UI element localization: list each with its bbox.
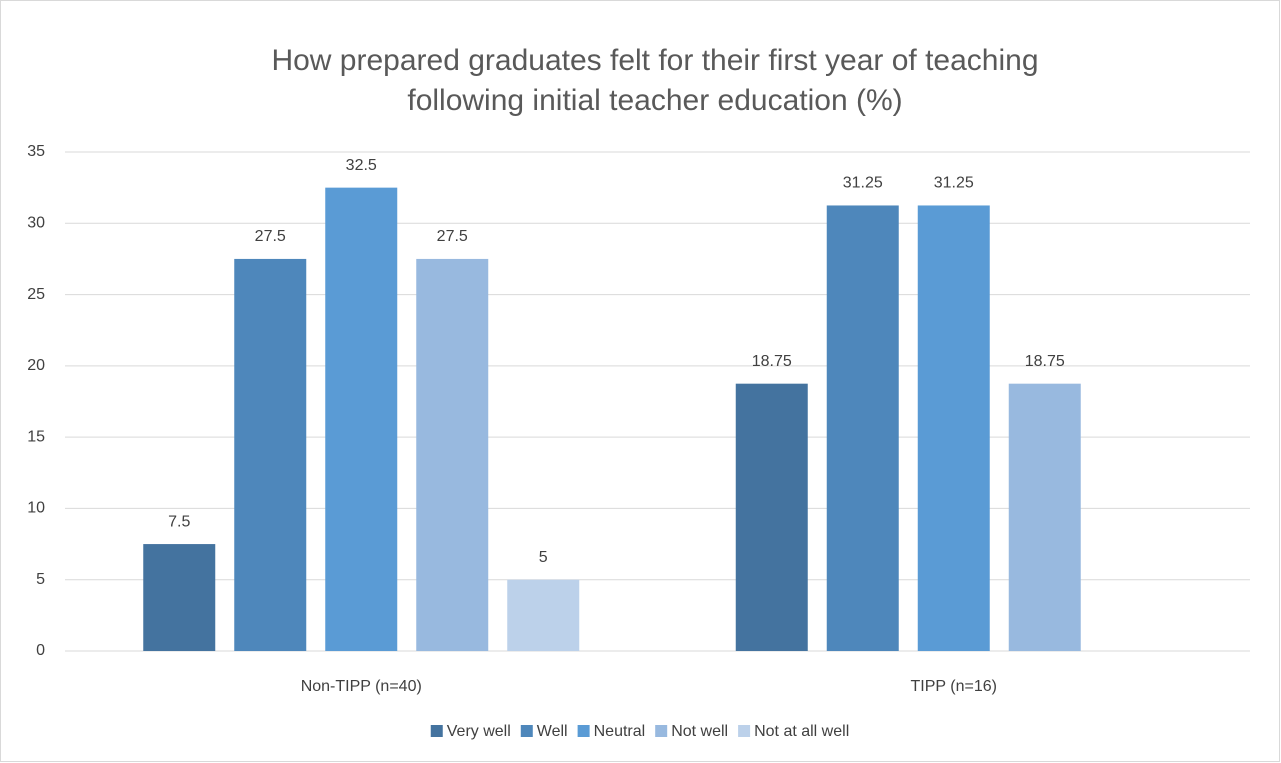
y-tick-label: 25 [27,286,45,303]
bar [917,205,990,651]
bar [826,205,899,651]
x-tick-label: TIPP (n=16) [911,678,997,695]
data-label: 27.5 [437,228,468,245]
legend-label: Not well [671,723,728,740]
bar [507,579,580,651]
y-tick-label: 20 [27,357,45,374]
legend-label: Very well [447,723,511,740]
legend-swatch [430,725,443,737]
bar [325,187,398,651]
data-label: 31.25 [934,175,974,192]
y-tick-label: 0 [36,642,45,659]
chart-title: How prepared graduates felt for their fi… [271,44,1038,77]
y-tick-label: 10 [27,500,45,517]
x-tick-label: Non-TIPP (n=40) [301,678,422,695]
y-tick-label: 5 [36,571,45,588]
legend-swatch [577,725,590,737]
data-label: 18.75 [1025,353,1065,370]
chart-title: following initial teacher education (%) [407,84,902,117]
data-label: 5 [539,549,548,566]
bar [735,383,808,651]
data-label: 7.5 [168,513,190,530]
bar [416,258,489,651]
y-tick-label: 35 [27,143,45,160]
data-label: 31.25 [843,175,883,192]
legend-label: Neutral [594,723,646,740]
bar [143,544,216,651]
y-tick-label: 30 [27,215,45,232]
data-label: 18.75 [752,353,792,370]
bar [234,258,307,651]
y-tick-label: 15 [27,428,45,445]
legend-label: Well [537,723,568,740]
legend-swatch [655,725,668,737]
bar [1008,383,1081,651]
legend-label: Not at all well [754,723,849,740]
legend-swatch [520,725,533,737]
legend-swatch [738,725,751,737]
data-label: 32.5 [346,157,377,174]
data-label: 27.5 [255,228,286,245]
